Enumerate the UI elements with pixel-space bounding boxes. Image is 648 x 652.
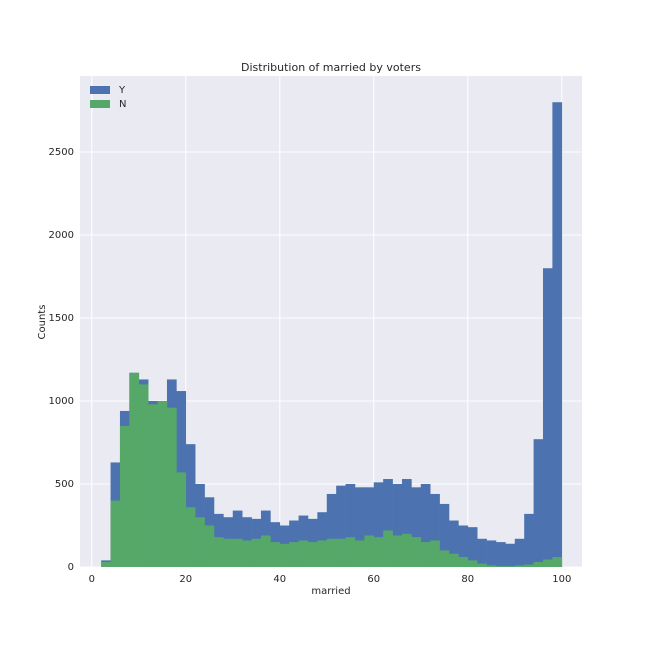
bar (420, 542, 431, 567)
legend-label: N (119, 99, 126, 110)
bar (458, 525, 469, 567)
bar (354, 487, 365, 567)
bar (298, 540, 309, 567)
bar (345, 537, 356, 567)
x-tick-label: 20 (179, 574, 192, 585)
bar (345, 484, 356, 567)
bar (373, 537, 384, 567)
bar (260, 535, 271, 567)
bar (289, 542, 299, 567)
y-tick-label: 500 (55, 479, 74, 490)
bar (552, 557, 563, 567)
y-tick-label: 1000 (49, 396, 74, 407)
bar (213, 537, 224, 567)
bar (486, 565, 497, 567)
x-tick-label: 0 (89, 574, 95, 585)
bar (185, 444, 196, 567)
bar (514, 565, 525, 567)
bar (505, 543, 516, 567)
bar (373, 482, 384, 567)
x-tick-label: 80 (461, 574, 474, 585)
legend-swatch (90, 86, 110, 94)
bar (166, 407, 177, 567)
bar (505, 566, 516, 567)
bar (270, 542, 281, 567)
bar (232, 538, 243, 567)
bar (430, 493, 440, 567)
y-tick-label: 0 (68, 562, 74, 573)
bar (448, 520, 459, 567)
bar (458, 557, 469, 567)
x-tick-label: 40 (273, 574, 286, 585)
bar (242, 540, 252, 567)
bar (411, 487, 422, 567)
chart-title: Distribution of married by voters (241, 61, 421, 74)
bar (176, 472, 187, 567)
bar (364, 487, 375, 567)
y-axis-label: Counts (37, 305, 48, 340)
bar (411, 537, 422, 567)
bar (495, 566, 506, 567)
bar (110, 500, 121, 567)
bar (467, 527, 478, 567)
y-tick-label: 1500 (49, 313, 74, 324)
bar (514, 538, 525, 567)
bar (486, 540, 497, 567)
bar (533, 439, 544, 567)
bar (401, 533, 412, 567)
bar (279, 543, 290, 567)
bar (148, 404, 158, 567)
bar (477, 563, 487, 567)
bar (392, 484, 403, 567)
bar (552, 102, 563, 567)
bar (129, 372, 140, 567)
bar (336, 485, 346, 567)
bar (307, 542, 318, 567)
bar (439, 550, 450, 567)
bar (401, 479, 412, 567)
bar (317, 540, 328, 567)
bar (495, 542, 506, 567)
bar (185, 507, 196, 567)
bar (524, 564, 534, 567)
bar (101, 562, 111, 567)
x-axis-label: married (311, 586, 350, 597)
bar (195, 517, 205, 567)
legend-label: Y (118, 85, 126, 96)
bar (448, 553, 459, 567)
bar (430, 540, 440, 567)
bar (533, 562, 544, 567)
y-tick-label: 2500 (49, 147, 74, 158)
bar (392, 535, 403, 567)
bar (439, 503, 450, 567)
bar (204, 525, 215, 567)
bar (326, 538, 337, 567)
bar (542, 559, 553, 567)
bar (354, 540, 365, 567)
bar (326, 493, 337, 567)
y-tick-label: 2000 (49, 230, 74, 241)
legend-swatch (90, 100, 110, 108)
bar (524, 513, 534, 567)
bar (383, 530, 393, 567)
bar (138, 384, 149, 567)
bar (364, 535, 375, 567)
bar (420, 484, 431, 567)
bar (317, 512, 328, 567)
bar (119, 425, 130, 567)
bar (383, 479, 393, 567)
bar (157, 401, 168, 567)
x-tick-label: 60 (367, 574, 380, 585)
bar (467, 560, 478, 567)
bar (477, 538, 487, 567)
bar (251, 538, 262, 567)
bar (336, 538, 346, 567)
x-tick-label: 100 (552, 574, 571, 585)
bar (223, 538, 234, 567)
bar (542, 268, 553, 567)
